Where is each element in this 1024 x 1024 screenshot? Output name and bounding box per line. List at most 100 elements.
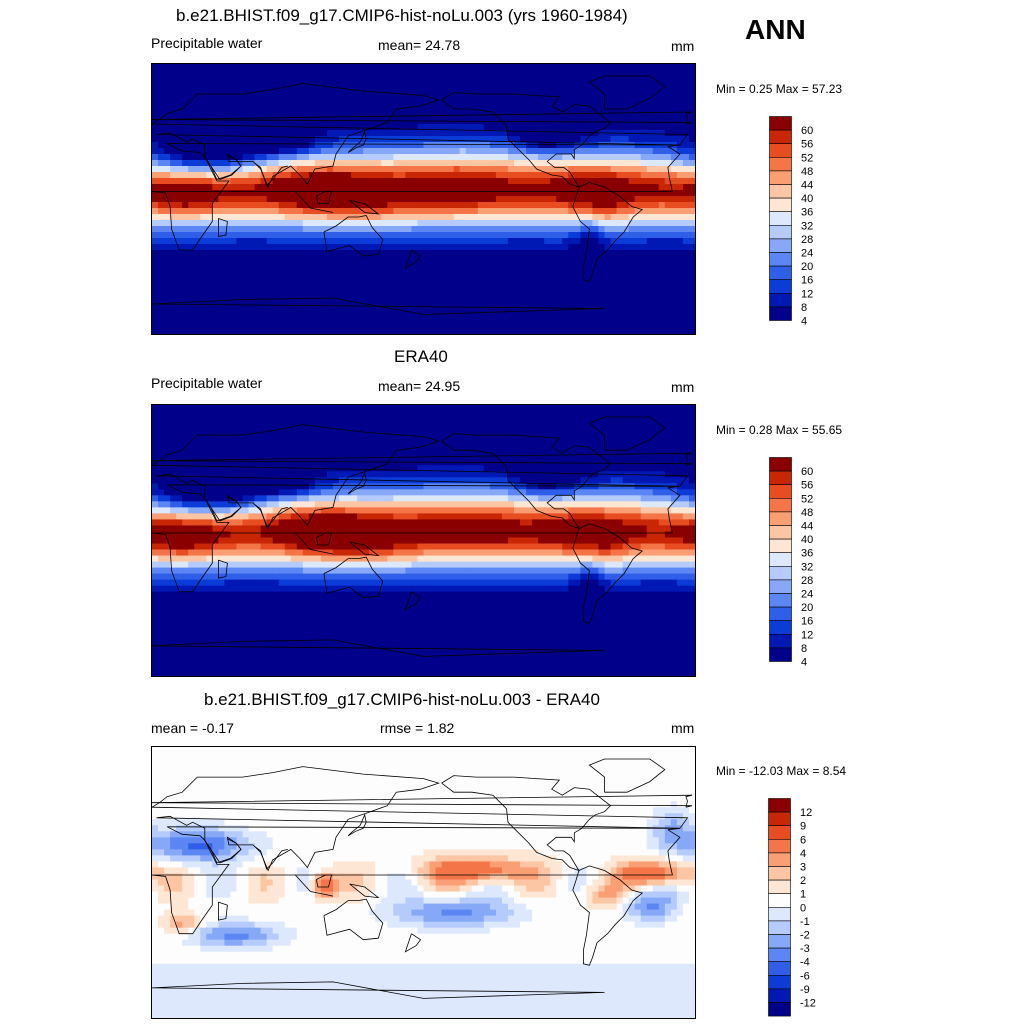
panel-1-map-cell xyxy=(544,280,551,287)
panel-2-map-cell xyxy=(538,405,545,412)
panel-1-map-cell xyxy=(308,88,316,95)
panel-2-map-cell xyxy=(604,429,612,436)
panel-1-map-cell xyxy=(345,88,352,95)
panel-1-map-cell xyxy=(640,178,648,185)
panel-1-map-cell xyxy=(308,298,316,305)
panel-1-map-cell xyxy=(538,280,545,287)
panel-1-map-cell xyxy=(194,82,201,89)
panel-1-map-cell xyxy=(435,268,443,275)
panel-1-map-cell xyxy=(441,106,449,113)
panel-1-map-cell xyxy=(260,136,268,143)
panel-1-map-cell xyxy=(646,166,654,173)
panel-1-map-cell xyxy=(218,262,225,269)
panel-1-map-cell xyxy=(339,124,346,131)
panel-2-map-cell xyxy=(339,435,346,442)
panel-1-map-cell xyxy=(646,130,654,137)
panel-1-map-cell xyxy=(375,148,382,155)
panel-2-map-cell xyxy=(610,441,618,448)
panel-1-map-cell xyxy=(580,208,587,215)
panel-1-map-cell xyxy=(260,292,268,299)
panel-1-map-cell xyxy=(399,250,406,257)
panel-2-map-cell xyxy=(381,417,388,424)
panel-1-map-cell xyxy=(399,298,406,305)
panel-1-map-cell xyxy=(610,250,618,257)
panel-1-map-cell xyxy=(544,274,551,281)
panel-1-map-cell xyxy=(248,226,256,233)
panel-1-map-cell xyxy=(556,196,563,203)
panel-1-map-cell xyxy=(393,244,400,251)
panel-1-map-cell xyxy=(640,286,648,293)
panel-1-map-cell xyxy=(592,268,600,275)
panel-2-map-cell xyxy=(622,441,630,448)
panel-1-map-cell xyxy=(441,124,449,131)
panel-1-map-cell xyxy=(260,112,268,119)
panel-1-map-cell xyxy=(357,286,364,293)
panel-1-map-cell xyxy=(652,64,660,71)
panel-1-map-cell xyxy=(320,64,328,71)
panel-1-map-cell xyxy=(447,256,455,263)
panel-1-map-cell xyxy=(670,136,678,143)
panel-1-map-cell xyxy=(200,130,207,137)
panel-2-map-cell xyxy=(670,423,678,430)
panel-1-map-cell xyxy=(248,256,256,263)
panel-1-map-cell xyxy=(333,238,340,245)
panel-1-map-cell xyxy=(302,142,310,149)
panel-1-map-cell xyxy=(381,160,388,167)
panel-1-map-cell xyxy=(622,280,630,287)
panel-1-map-cell xyxy=(333,82,340,89)
panel-1-map-cell xyxy=(459,244,467,251)
panel-2-map-cell xyxy=(200,411,207,418)
panel-1-map-cell xyxy=(411,202,419,209)
panel-1-map-cell xyxy=(345,154,352,161)
panel-1-map-cell xyxy=(423,166,431,173)
panel-1-map-cell xyxy=(556,220,563,227)
panel-1-map-cell xyxy=(266,172,274,179)
panel-2-map-cell xyxy=(326,405,334,412)
panel-1-map-cell xyxy=(526,232,533,239)
panel-1-map-cell xyxy=(459,166,467,173)
panel-1-map-cell xyxy=(435,166,443,173)
panel-1-map-cell xyxy=(435,298,443,305)
panel-1-map-cell xyxy=(532,136,539,143)
panel-2-map-cell xyxy=(387,447,394,454)
panel-1-map-cell xyxy=(489,310,497,317)
panel-1-map-cell xyxy=(471,82,479,89)
panel-1-map-cell xyxy=(254,106,262,113)
panel-1-map-cell xyxy=(628,274,636,281)
panel-1-map-cell xyxy=(616,100,624,107)
panel-2-map-cell xyxy=(399,429,406,436)
panel-2-map-cell xyxy=(224,435,232,442)
panel-1-map-cell xyxy=(152,64,159,71)
panel-1-map-cell xyxy=(598,232,606,239)
panel-1-map-cell xyxy=(393,94,400,101)
panel-1-map-cell xyxy=(369,202,376,209)
panel-1-map-cell xyxy=(598,70,606,77)
panel-1-map-cell xyxy=(447,100,455,107)
panel-1-map-cell xyxy=(206,268,213,275)
panel-1-map-cell xyxy=(417,160,425,167)
panel-1-map-cell xyxy=(320,310,328,317)
panel-1-map-cell xyxy=(640,232,648,239)
panel-1-map-cell xyxy=(616,232,624,239)
panel-1-map-cell xyxy=(688,226,695,233)
panel-1-map-cell xyxy=(664,106,672,113)
panel-1-map-cell xyxy=(266,286,274,293)
panel-1-map-cell xyxy=(272,244,280,251)
panel-2-map-cell xyxy=(688,411,695,418)
panel-1-map-cell xyxy=(507,286,515,293)
panel-1-map-cell xyxy=(592,100,600,107)
panel-1-map-cell xyxy=(507,106,515,113)
panel-1-map-cell xyxy=(230,88,238,95)
panel-1-map-cell xyxy=(610,154,618,161)
panel-2-map-cell xyxy=(610,423,618,430)
panel-1-map-cell xyxy=(369,76,376,83)
panel-1-map-cell xyxy=(381,316,388,323)
panel-1-map-cell xyxy=(658,238,666,245)
panel-1-map-cell xyxy=(507,88,515,95)
panel-1-map-cell xyxy=(242,220,250,227)
panel-1-map-cell xyxy=(514,112,521,119)
panel-1-map-cell xyxy=(387,82,394,89)
panel-1-map-cell xyxy=(495,298,503,305)
panel-1-map-cell xyxy=(164,142,171,149)
panel-2-map-cell xyxy=(314,417,322,424)
